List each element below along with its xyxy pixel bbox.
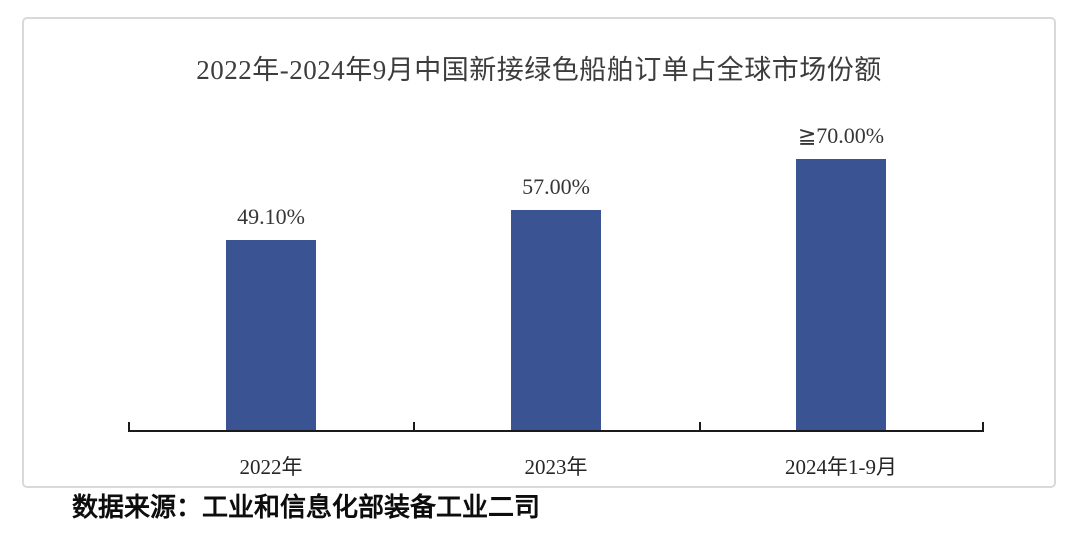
value-label: 57.00% bbox=[522, 174, 590, 199]
bar-2023年 bbox=[511, 210, 601, 430]
category-label: 2024年1-9月 bbox=[785, 455, 897, 479]
chart-card: 2022年-2024年9月中国新接绿色船舶订单占全球市场份额 49.10% 202… bbox=[22, 17, 1056, 488]
bar-2022年 bbox=[226, 240, 316, 430]
axis-tick bbox=[413, 422, 416, 432]
value-label: ≧70.00% bbox=[797, 123, 885, 148]
source-note: 数据来源：工业和信息化部装备工业二司 bbox=[72, 493, 541, 522]
axis-tick bbox=[128, 422, 130, 432]
axis-tick bbox=[982, 422, 984, 432]
category-label: 2022年 bbox=[239, 455, 303, 479]
plot-area: 49.10% 2022年 57.00% 2023年 ≧70.00% 2024年1-9月 bbox=[24, 19, 1054, 486]
value-label: 49.10% bbox=[237, 204, 305, 229]
x-axis-line bbox=[128, 430, 984, 432]
category-label: 2023年 bbox=[524, 455, 588, 479]
axis-tick bbox=[698, 422, 701, 432]
bar-2024年1-9月 bbox=[796, 159, 886, 430]
chart-title: 2022年-2024年9月中国新接绿色船舶订单占全球市场份额 bbox=[196, 55, 882, 85]
